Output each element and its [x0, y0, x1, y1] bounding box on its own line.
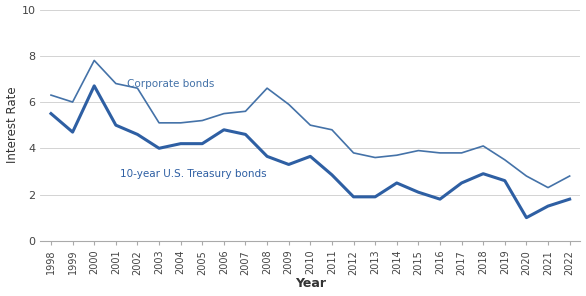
Text: Corporate bonds: Corporate bonds	[127, 79, 214, 89]
X-axis label: Year: Year	[295, 277, 326, 290]
Text: 10-year U.S. Treasury bonds: 10-year U.S. Treasury bonds	[120, 169, 267, 179]
Y-axis label: Interest Rate: Interest Rate	[5, 87, 19, 163]
